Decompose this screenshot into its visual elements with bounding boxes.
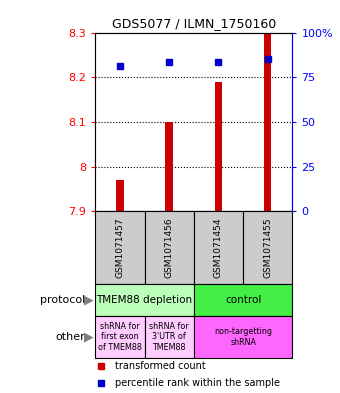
Bar bbox=[95, 211, 144, 284]
Bar bbox=[194, 316, 292, 358]
Text: TMEM88 depletion: TMEM88 depletion bbox=[97, 295, 192, 305]
Bar bbox=[95, 284, 194, 316]
Text: ▶: ▶ bbox=[84, 331, 94, 343]
Text: transformed count: transformed count bbox=[115, 361, 206, 371]
Text: ▶: ▶ bbox=[84, 294, 94, 307]
Text: percentile rank within the sample: percentile rank within the sample bbox=[115, 378, 280, 387]
Text: shRNA for
3'UTR of
TMEM88: shRNA for 3'UTR of TMEM88 bbox=[149, 322, 189, 352]
Text: other: other bbox=[55, 332, 85, 342]
Text: protocol: protocol bbox=[40, 295, 85, 305]
Bar bbox=[243, 211, 292, 284]
Bar bbox=[116, 180, 123, 211]
Text: control: control bbox=[225, 295, 261, 305]
Text: GSM1071455: GSM1071455 bbox=[263, 217, 272, 278]
Bar bbox=[264, 33, 271, 211]
Bar bbox=[144, 211, 194, 284]
Bar bbox=[194, 284, 292, 316]
Bar bbox=[215, 82, 222, 211]
Text: shRNA for
first exon
of TMEM88: shRNA for first exon of TMEM88 bbox=[98, 322, 142, 352]
Text: GSM1071457: GSM1071457 bbox=[115, 217, 124, 278]
Text: non-targetting
shRNA: non-targetting shRNA bbox=[214, 327, 272, 347]
Bar bbox=[166, 122, 173, 211]
Text: GSM1071456: GSM1071456 bbox=[165, 217, 174, 278]
Bar bbox=[95, 316, 144, 358]
Title: GDS5077 / ILMN_1750160: GDS5077 / ILMN_1750160 bbox=[112, 17, 276, 30]
Bar bbox=[144, 316, 194, 358]
Text: GSM1071454: GSM1071454 bbox=[214, 218, 223, 278]
Bar bbox=[194, 211, 243, 284]
